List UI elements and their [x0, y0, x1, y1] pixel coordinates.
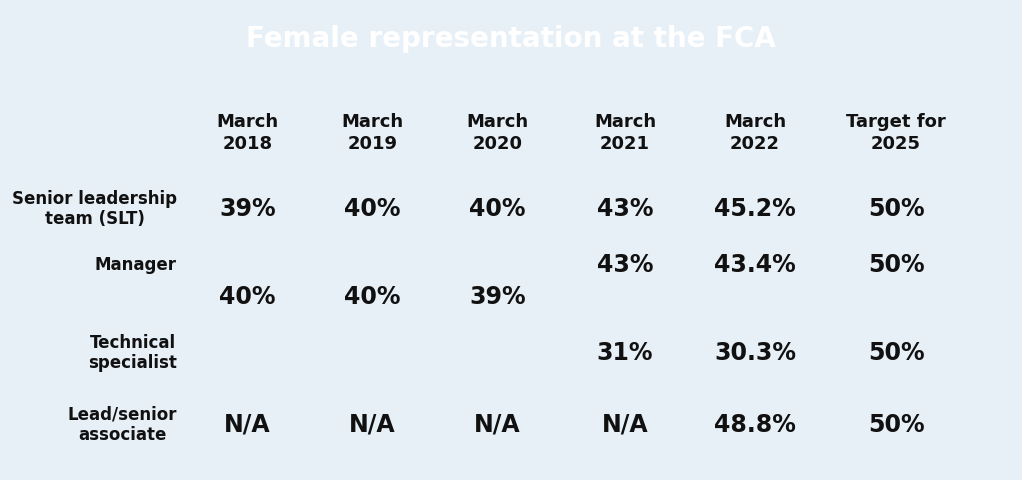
Text: Lead/senior
associate: Lead/senior associate — [67, 405, 177, 444]
Text: 43%: 43% — [597, 197, 653, 220]
Text: 30.3%: 30.3% — [714, 340, 796, 364]
Text: 31%: 31% — [597, 340, 653, 364]
Text: 45.2%: 45.2% — [714, 197, 796, 220]
Text: 40%: 40% — [344, 284, 401, 308]
Text: March
2018: March 2018 — [217, 113, 279, 153]
Text: Senior leadership
team (SLT): Senior leadership team (SLT) — [12, 189, 177, 228]
Text: N/A: N/A — [224, 412, 271, 436]
Text: 50%: 50% — [868, 340, 924, 364]
Text: 43%: 43% — [597, 252, 653, 276]
Text: 40%: 40% — [220, 284, 276, 308]
Text: Technical
specialist: Technical specialist — [88, 333, 177, 372]
Text: N/A: N/A — [474, 412, 521, 436]
Text: March
2022: March 2022 — [724, 113, 786, 153]
Text: 50%: 50% — [868, 197, 924, 220]
Text: N/A: N/A — [350, 412, 396, 436]
Text: 50%: 50% — [868, 412, 924, 436]
Text: 40%: 40% — [469, 197, 525, 220]
Text: N/A: N/A — [602, 412, 648, 436]
Text: Female representation at the FCA: Female representation at the FCA — [246, 25, 776, 53]
Text: 48.8%: 48.8% — [714, 412, 796, 436]
Text: Manager: Manager — [95, 256, 177, 274]
Text: March
2021: March 2021 — [594, 113, 656, 153]
Text: 50%: 50% — [868, 252, 924, 276]
Text: March
2019: March 2019 — [341, 113, 404, 153]
Text: 39%: 39% — [469, 284, 525, 308]
Text: March
2020: March 2020 — [466, 113, 528, 153]
Text: 39%: 39% — [219, 197, 276, 220]
Text: 43.4%: 43.4% — [714, 252, 796, 276]
Text: Target for
2025: Target for 2025 — [846, 113, 946, 153]
Text: 40%: 40% — [344, 197, 401, 220]
